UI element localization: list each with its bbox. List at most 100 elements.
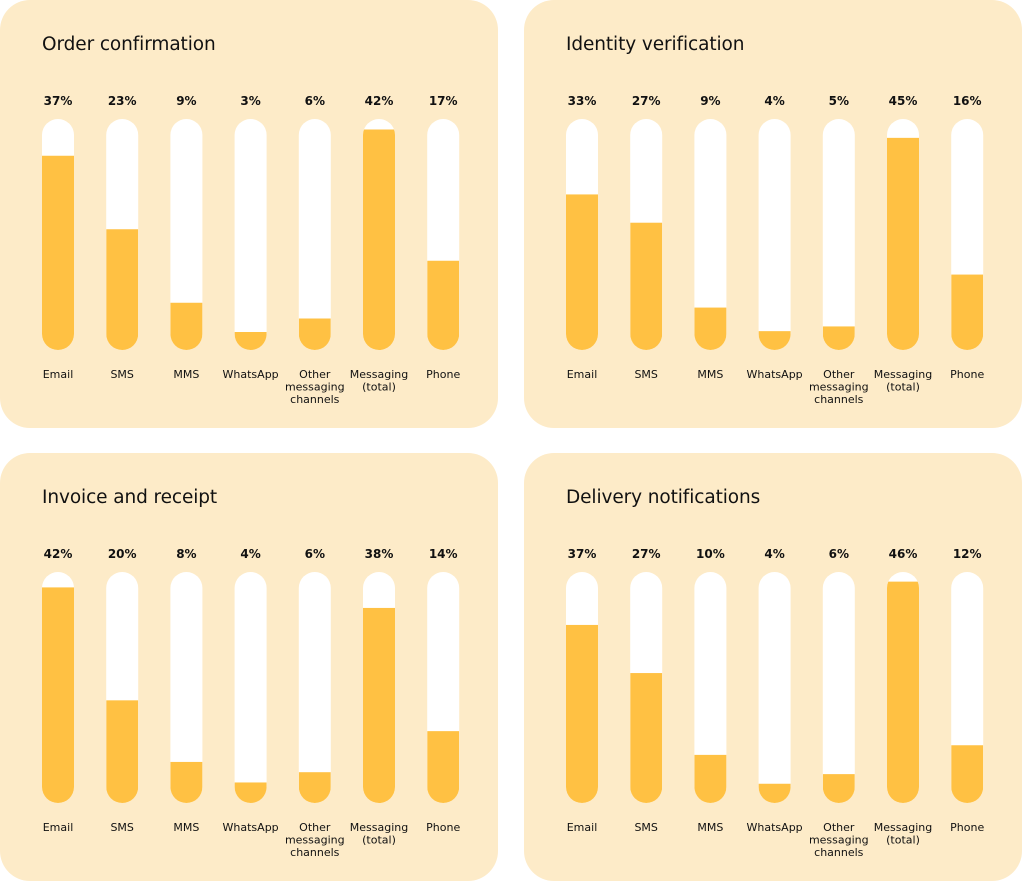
bar-track xyxy=(298,572,331,803)
bar xyxy=(694,754,727,803)
category-label: Phone xyxy=(426,368,460,381)
chart-delivery-notifications: 37% Email 27% SMS 10% MMS 4% WhatsApp 6% Other mes… xyxy=(566,547,984,859)
bar-track xyxy=(822,572,855,803)
value-label: 16% xyxy=(953,94,982,108)
bar xyxy=(42,155,74,350)
category-label: WhatsApp xyxy=(747,821,803,834)
bar xyxy=(106,229,139,350)
value-label: 10% xyxy=(696,547,725,561)
bar xyxy=(630,222,663,350)
category-label: Messaging (total) xyxy=(350,821,408,847)
category-label: SMS xyxy=(634,368,657,381)
value-label: 3% xyxy=(240,94,260,108)
value-label: 4% xyxy=(764,94,784,108)
bar xyxy=(298,318,331,350)
bar-track xyxy=(758,119,791,350)
bar-track xyxy=(234,119,267,350)
bar xyxy=(170,302,203,350)
value-label: 46% xyxy=(889,547,918,561)
bar xyxy=(42,587,74,803)
bar xyxy=(951,274,984,350)
chart-panel-identity-verification: Identity verification 33% Email 27% SMS 9% MM… xyxy=(524,0,1022,428)
category-label: WhatsApp xyxy=(223,368,279,381)
value-label: 20% xyxy=(108,547,137,561)
value-label: 5% xyxy=(829,94,849,108)
value-label: 37% xyxy=(568,547,597,561)
bar xyxy=(822,326,855,350)
bar xyxy=(951,745,984,803)
bar xyxy=(298,772,331,803)
category-label: Phone xyxy=(950,821,984,834)
value-label: 4% xyxy=(240,547,260,561)
category-label: Other messaging channels xyxy=(809,368,869,406)
value-label: 9% xyxy=(176,94,196,108)
value-label: 38% xyxy=(365,547,394,561)
bar xyxy=(822,774,855,803)
bar-track xyxy=(758,572,791,803)
bar xyxy=(363,129,395,350)
bar xyxy=(170,761,203,803)
bar xyxy=(427,731,460,803)
category-label: WhatsApp xyxy=(747,368,803,381)
category-label: Other messaging channels xyxy=(809,821,869,859)
value-label: 23% xyxy=(108,94,137,108)
value-label: 33% xyxy=(568,94,597,108)
chart-title: Delivery notifications xyxy=(566,487,761,508)
bar xyxy=(234,332,267,350)
value-label: 45% xyxy=(889,94,918,108)
chart-identity-verification: 33% Email 27% SMS 9% MMS 4% WhatsApp 5% Other mess… xyxy=(566,94,984,406)
bar-track xyxy=(170,572,203,803)
value-label: 42% xyxy=(44,547,73,561)
category-label: SMS xyxy=(634,821,657,834)
bar xyxy=(106,700,139,803)
value-label: 27% xyxy=(632,547,661,561)
bar xyxy=(694,307,727,350)
category-label: Email xyxy=(43,821,74,834)
chart-panel-order-confirmation: Order confirmation 37% Email 23% SMS 9% MMS 3%… xyxy=(0,0,498,428)
bar xyxy=(427,260,460,350)
value-label: 17% xyxy=(429,94,458,108)
category-label: Messaging (total) xyxy=(874,368,932,394)
bar-track xyxy=(234,572,267,803)
bar-track xyxy=(170,119,203,350)
bar xyxy=(758,783,791,803)
value-label: 37% xyxy=(44,94,73,108)
bar-track xyxy=(298,119,331,350)
value-label: 4% xyxy=(764,547,784,561)
category-label: Email xyxy=(567,821,598,834)
category-label: Messaging (total) xyxy=(874,821,932,847)
bar-track xyxy=(694,119,727,350)
category-label: MMS xyxy=(697,368,723,381)
bar xyxy=(887,137,919,350)
chart-title: Invoice and receipt xyxy=(42,487,218,508)
value-label: 9% xyxy=(700,94,720,108)
chart-title: Identity verification xyxy=(566,34,745,55)
category-label: Messaging (total) xyxy=(350,368,408,394)
chart-invoice-and-receipt: 42% Email 20% SMS 8% MMS 4% WhatsApp 6% Other mess… xyxy=(42,547,460,859)
category-label: Phone xyxy=(950,368,984,381)
category-label: MMS xyxy=(173,368,199,381)
category-label: Other messaging channels xyxy=(285,368,345,406)
bar-track xyxy=(822,119,855,350)
value-label: 6% xyxy=(305,94,325,108)
bar xyxy=(363,607,395,803)
category-label: MMS xyxy=(173,821,199,834)
chart-panel-invoice-and-receipt: Invoice and receipt 42% Email 20% SMS 8% MMS 4… xyxy=(0,453,498,881)
bar xyxy=(566,624,598,803)
bar xyxy=(566,194,598,350)
bar-track xyxy=(694,572,727,803)
category-label: Other messaging channels xyxy=(285,821,345,859)
category-label: WhatsApp xyxy=(223,821,279,834)
category-label: SMS xyxy=(110,821,133,834)
value-label: 27% xyxy=(632,94,661,108)
value-label: 42% xyxy=(365,94,394,108)
category-label: Email xyxy=(567,368,598,381)
chart-title: Order confirmation xyxy=(42,34,216,55)
bar xyxy=(234,782,267,803)
chart-order-confirmation: 37% Email 23% SMS 9% MMS 3% WhatsApp 6% Other mess… xyxy=(42,94,460,406)
value-label: 12% xyxy=(953,547,982,561)
category-label: MMS xyxy=(697,821,723,834)
bar xyxy=(887,581,919,803)
bar xyxy=(758,331,791,350)
value-label: 8% xyxy=(176,547,196,561)
